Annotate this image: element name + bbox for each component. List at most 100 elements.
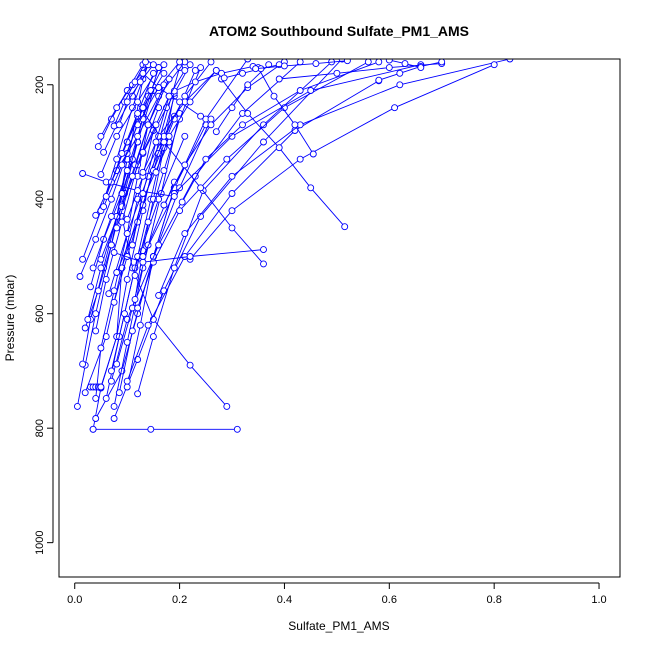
- data-point: [144, 218, 152, 226]
- data-point: [139, 190, 147, 197]
- data-point: [375, 59, 383, 66]
- data-point: [73, 402, 81, 410]
- series-line: [378, 61, 442, 81]
- y-tick-label: 1000: [34, 530, 46, 554]
- data-point: [121, 310, 128, 318]
- data-point: [181, 92, 189, 100]
- data-point: [160, 69, 168, 77]
- data-point: [81, 324, 89, 332]
- data-point: [220, 74, 228, 82]
- data-point: [155, 291, 163, 299]
- series-line: [257, 67, 314, 155]
- series-line: [142, 70, 217, 173]
- series-line: [126, 59, 249, 388]
- data-point: [100, 203, 108, 211]
- data-point: [102, 394, 110, 402]
- data-point: [134, 109, 142, 117]
- x-tick-label: 0.8: [487, 594, 502, 606]
- series-line: [82, 173, 175, 197]
- data-point: [115, 121, 123, 129]
- data-point: [181, 132, 189, 140]
- data-point: [244, 109, 252, 117]
- data-point: [123, 215, 131, 223]
- series-line: [174, 65, 254, 92]
- data-point: [97, 264, 105, 272]
- data-point: [107, 241, 115, 249]
- series-54: [212, 61, 273, 136]
- series-line: [279, 63, 442, 80]
- data-point: [134, 390, 142, 398]
- series-47: [79, 170, 178, 200]
- x-tick-label: 0.6: [382, 594, 397, 606]
- data-point: [341, 223, 349, 231]
- data-point: [128, 327, 136, 335]
- data-point: [92, 415, 100, 422]
- data-point: [79, 360, 87, 368]
- series-line: [116, 181, 175, 365]
- series-line: [155, 70, 217, 173]
- series-68: [113, 75, 173, 232]
- series-7: [110, 109, 184, 410]
- data-point: [170, 264, 178, 272]
- data-point: [131, 295, 139, 303]
- data-point: [123, 98, 131, 106]
- data-point: [296, 155, 304, 163]
- data-point: [115, 389, 123, 397]
- data-point: [110, 249, 118, 256]
- data-point: [134, 304, 142, 312]
- data-point: [123, 167, 131, 175]
- data-point: [97, 383, 105, 391]
- data-point: [233, 425, 241, 433]
- data-point: [228, 190, 236, 197]
- data-point: [296, 87, 304, 94]
- y-axis: 200 400 600 800 1000: [34, 76, 54, 555]
- data-point: [134, 187, 142, 195]
- data-point: [79, 170, 87, 177]
- data-point: [207, 59, 215, 66]
- data-point: [118, 161, 126, 169]
- data-point: [118, 149, 126, 157]
- data-point: [92, 310, 100, 318]
- data-point: [186, 98, 194, 106]
- data-point: [113, 269, 121, 276]
- series-line: [255, 60, 348, 70]
- y-tick-label: 800: [34, 419, 46, 437]
- data-point: [364, 59, 372, 66]
- series-line: [126, 64, 165, 143]
- series-56: [170, 62, 257, 95]
- data-point: [123, 275, 131, 283]
- data-point: [152, 121, 160, 129]
- series-line: [110, 73, 165, 183]
- series-line: [100, 67, 159, 175]
- x-tick-label: 0.4: [277, 594, 292, 606]
- data-point: [107, 195, 115, 203]
- x-axis-label: Sulfate_PM1_AMS: [288, 619, 389, 633]
- series-line: [142, 70, 186, 153]
- data-point: [228, 132, 236, 140]
- x-tick-label: 0.0: [67, 594, 82, 606]
- data-point: [102, 192, 110, 200]
- data-point: [191, 66, 199, 74]
- data-point: [155, 241, 163, 249]
- y-axis-label: Pressure (mbar): [3, 275, 17, 362]
- data-point: [160, 201, 168, 209]
- data-point: [139, 258, 147, 266]
- data-point: [149, 61, 157, 69]
- series-64: [115, 61, 157, 129]
- data-point: [506, 59, 514, 63]
- data-point: [92, 235, 100, 243]
- data-point: [149, 333, 157, 341]
- series-line: [105, 73, 154, 197]
- series-27: [87, 87, 157, 291]
- data-point: [212, 66, 220, 74]
- data-point: [107, 367, 115, 375]
- series-48: [97, 64, 163, 179]
- x-tick-label: 0.2: [172, 594, 187, 606]
- data-point: [107, 377, 115, 385]
- data-point: [197, 112, 205, 120]
- series-line: [215, 64, 270, 132]
- data-point: [97, 132, 105, 140]
- data-point: [178, 198, 186, 206]
- data-point: [89, 425, 97, 433]
